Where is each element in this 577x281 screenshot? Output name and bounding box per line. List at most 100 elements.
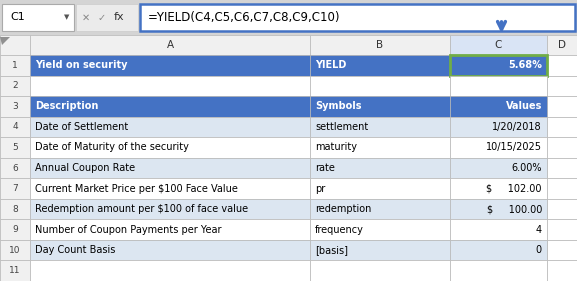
Bar [310, 240, 450, 260]
Bar [30, 117, 310, 137]
Text: 8: 8 [12, 205, 18, 214]
Bar [0, 260, 30, 281]
Text: 5: 5 [12, 143, 18, 152]
Text: maturity: maturity [315, 142, 357, 153]
Bar [310, 158, 450, 178]
Bar [547, 240, 577, 260]
Text: Redemption amount per $100 of face value: Redemption amount per $100 of face value [35, 204, 248, 214]
Text: D: D [558, 40, 566, 50]
Bar [140, 4, 575, 31]
Text: settlement: settlement [315, 122, 368, 132]
Text: 0: 0 [536, 245, 542, 255]
Text: B: B [376, 40, 384, 50]
Bar [310, 117, 450, 137]
Text: 9: 9 [12, 225, 18, 234]
Text: Values: Values [505, 101, 542, 111]
Bar [310, 199, 450, 219]
Bar [547, 219, 577, 240]
Bar [310, 137, 450, 158]
Text: Yield on security: Yield on security [35, 60, 128, 70]
Bar [0, 96, 30, 117]
Bar [547, 137, 577, 158]
Bar [0, 178, 30, 199]
Text: $     102.00: $ 102.00 [486, 183, 542, 194]
Text: Symbols: Symbols [315, 101, 362, 111]
Polygon shape [0, 37, 10, 45]
Text: 5.68%: 5.68% [508, 60, 542, 70]
Text: rate: rate [315, 163, 335, 173]
Bar [547, 117, 577, 137]
Text: 1/20/2018: 1/20/2018 [492, 122, 542, 132]
Text: 2: 2 [12, 81, 18, 90]
Bar [310, 178, 450, 199]
Text: Annual Coupon Rate: Annual Coupon Rate [35, 163, 135, 173]
Text: Current Market Price per $100 Face Value: Current Market Price per $100 Face Value [35, 183, 238, 194]
Text: [basis]: [basis] [315, 245, 348, 255]
Bar [30, 240, 310, 260]
Text: 1: 1 [12, 61, 18, 70]
Text: 7: 7 [12, 184, 18, 193]
Bar [450, 137, 547, 158]
Bar [547, 178, 577, 199]
Bar [547, 158, 577, 178]
Bar [0, 117, 30, 137]
Bar [310, 76, 450, 96]
Text: $     100.00: $ 100.00 [486, 204, 542, 214]
Bar [30, 55, 310, 76]
Text: C1: C1 [10, 12, 25, 22]
Bar [547, 199, 577, 219]
Bar [450, 76, 547, 96]
Text: ▼: ▼ [64, 15, 69, 21]
Bar [30, 35, 310, 55]
Bar [30, 260, 310, 281]
Text: frequency: frequency [315, 225, 364, 235]
Text: C: C [495, 40, 502, 50]
Text: 6.00%: 6.00% [511, 163, 542, 173]
Bar [450, 96, 547, 117]
Text: 4: 4 [12, 123, 18, 132]
Bar [450, 240, 547, 260]
Bar [0, 199, 30, 219]
Text: redemption: redemption [315, 204, 372, 214]
Text: Number of Coupon Payments per Year: Number of Coupon Payments per Year [35, 225, 222, 235]
Bar [76, 4, 138, 31]
Bar [450, 158, 547, 178]
Text: A: A [166, 40, 174, 50]
Bar [30, 178, 310, 199]
Text: Date of Settlement: Date of Settlement [35, 122, 128, 132]
Text: pr: pr [315, 183, 325, 194]
Text: 11: 11 [9, 266, 21, 275]
Bar [0, 76, 30, 96]
Bar [30, 199, 310, 219]
Text: ✕: ✕ [82, 12, 90, 22]
Bar [450, 117, 547, 137]
Bar [0, 219, 30, 240]
Text: 6: 6 [12, 164, 18, 173]
Text: Description: Description [35, 101, 98, 111]
Bar [310, 96, 450, 117]
Text: YIELD: YIELD [315, 60, 346, 70]
Bar [310, 219, 450, 240]
Bar [450, 260, 547, 281]
Bar [0, 55, 30, 76]
Text: 10: 10 [9, 246, 21, 255]
Bar [547, 55, 577, 76]
Bar [30, 137, 310, 158]
Bar [30, 76, 310, 96]
Bar [30, 219, 310, 240]
Text: fx: fx [114, 12, 125, 22]
Text: Day Count Basis: Day Count Basis [35, 245, 115, 255]
Bar [30, 96, 310, 117]
Bar [310, 35, 450, 55]
Bar [450, 35, 547, 55]
Text: 10/15/2025: 10/15/2025 [486, 142, 542, 153]
Bar [310, 55, 450, 76]
Bar [2, 4, 74, 31]
Bar [0, 240, 30, 260]
Bar [547, 35, 577, 55]
Bar [547, 260, 577, 281]
Text: Date of Maturity of the security: Date of Maturity of the security [35, 142, 189, 153]
Bar [450, 55, 547, 76]
Bar [310, 260, 450, 281]
Bar [0, 0, 577, 35]
